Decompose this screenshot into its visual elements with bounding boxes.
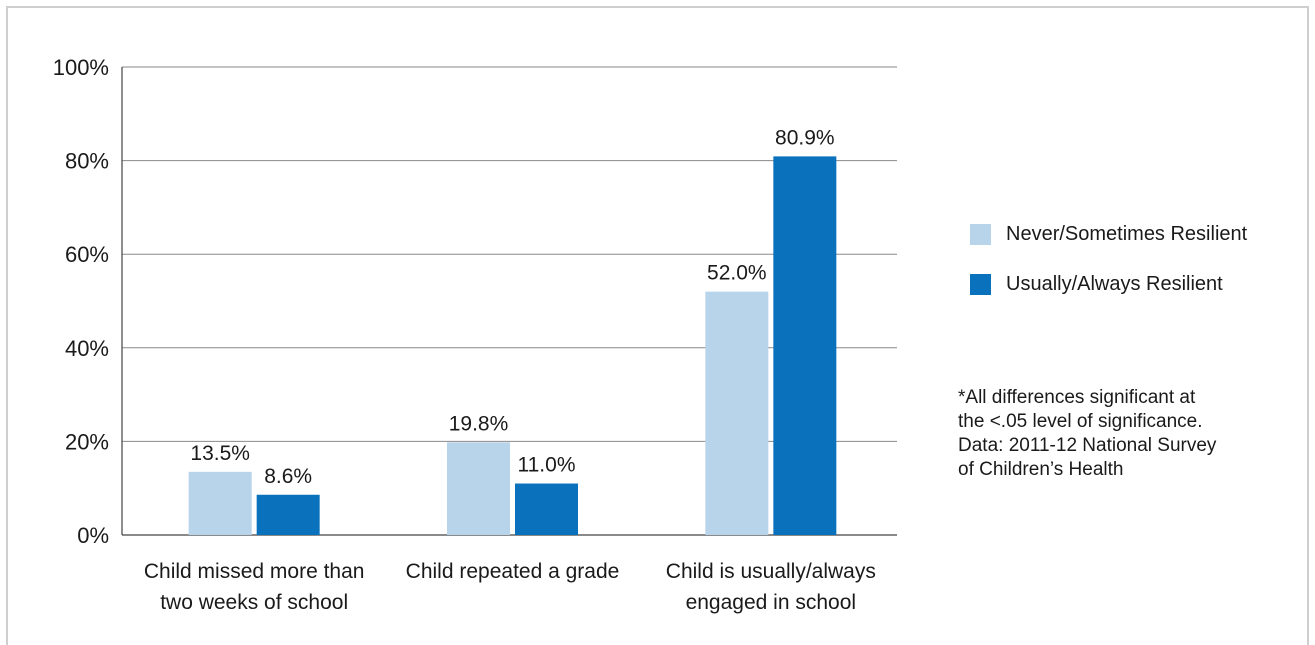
category-label: Child repeated a grade [406, 560, 620, 583]
y-tick-label: 0% [77, 523, 109, 548]
footnote-line: Data: 2011-12 National Survey [958, 435, 1217, 456]
category-label: Child is usually/always engaged in school [666, 560, 876, 614]
y-tick-label: 100% [53, 55, 109, 80]
legend-label-never-sometimes: Never/Sometimes Resilient [1006, 222, 1248, 245]
data-label: 80.9% [775, 126, 835, 149]
footnote-line: of Children’s Health [958, 459, 1124, 480]
data-label: 13.5% [190, 442, 250, 465]
bar-never-sometimes [705, 291, 769, 535]
y-tick-label: 60% [65, 242, 109, 267]
data-label: 8.6% [264, 465, 312, 488]
category-label-line: two weeks of school [160, 591, 348, 614]
legend-swatch-usually-always [970, 273, 991, 295]
legend-label-usually-always: Usually/Always Resilient [1006, 272, 1223, 295]
footnote: *All differences significant at the <.05… [958, 386, 1258, 482]
chart-frame [6, 6, 1309, 645]
legend-swatch-never-sometimes [970, 223, 991, 245]
y-tick-label: 20% [65, 429, 109, 454]
category-label-line: Child repeated a grade [406, 560, 620, 583]
bar-usually-always [773, 156, 837, 535]
bar-usually-always [515, 483, 578, 535]
category-label-line: Child missed more than [144, 560, 365, 583]
data-label: 52.0% [707, 262, 767, 285]
data-label: 11.0% [518, 454, 576, 477]
legend-item-never-sometimes: Never/Sometimes Resilient [970, 222, 1247, 246]
data-label: 19.8% [449, 412, 509, 435]
footnote-line: the <.05 level of significance. [958, 411, 1203, 432]
legend-item-usually-always: Usually/Always Resilient [970, 272, 1247, 296]
bar-usually-always [256, 494, 320, 535]
bar-never-sometimes [188, 471, 252, 535]
legend: Never/Sometimes Resilient Usually/Always… [970, 222, 1247, 322]
category-label: Child missed more than two weeks of schoo… [144, 560, 365, 614]
y-tick-label: 40% [65, 336, 109, 361]
bar-never-sometimes [447, 442, 510, 535]
category-label-line: engaged in school [686, 591, 856, 614]
y-tick-label: 80% [65, 149, 109, 174]
footnote-line: *All differences significant at [958, 387, 1196, 408]
category-label-line: Child is usually/always [666, 560, 876, 583]
